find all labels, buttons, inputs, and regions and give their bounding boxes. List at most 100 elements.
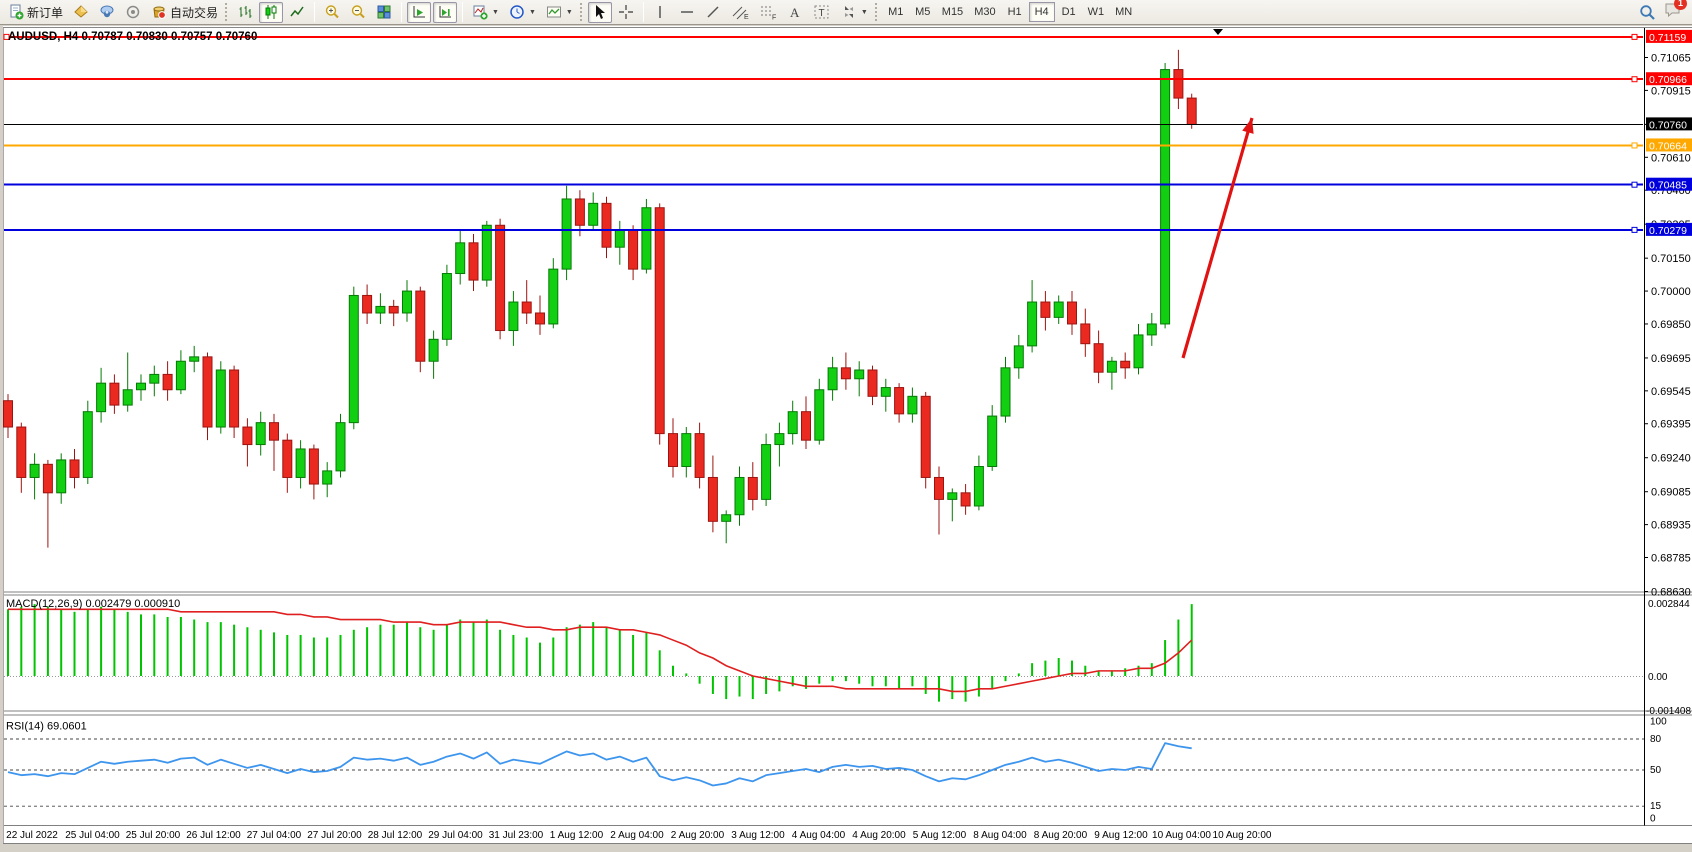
timeframe-button-D1[interactable]: D1 xyxy=(1061,6,1076,18)
price-tick-label: 0.69240 xyxy=(1651,453,1691,465)
toolbar-drag-handle[interactable] xyxy=(225,3,228,21)
auto-scroll-button[interactable] xyxy=(407,1,432,23)
horizontal-line-icon xyxy=(680,11,693,13)
candle xyxy=(1067,301,1077,325)
timeframe-button-M5[interactable]: M5 xyxy=(915,6,931,18)
price-tick-label: 0.69395 xyxy=(1651,419,1691,431)
cursor-button[interactable] xyxy=(587,1,612,23)
periods-button[interactable]: ▼ xyxy=(505,2,540,23)
equidistant-channel-button[interactable]: E xyxy=(727,2,753,23)
new-order-label: 新订单 xyxy=(27,5,64,20)
candle xyxy=(322,470,333,485)
text-label-icon: T xyxy=(814,5,829,19)
periods-caret-icon: ▼ xyxy=(528,8,536,16)
candle xyxy=(1000,367,1011,417)
notifications-button[interactable]: 1 xyxy=(1664,0,1687,23)
text-label-button[interactable]: T xyxy=(809,2,835,23)
vertical-line-button[interactable] xyxy=(649,2,673,23)
candle xyxy=(654,207,665,435)
time-axis-label: 10 Aug 04:00 xyxy=(1152,830,1211,841)
equidistant-channel-icon: E xyxy=(732,6,749,20)
timeframe-button-MN[interactable]: MN xyxy=(1115,6,1133,18)
crosshair-button[interactable] xyxy=(614,2,638,23)
time-axis-label: 25 Jul 04:00 xyxy=(65,830,120,841)
candle xyxy=(694,433,705,478)
toolbar-drag-handle-3[interactable] xyxy=(874,3,878,21)
pivot-line-orange-anchor[interactable] xyxy=(1631,142,1638,149)
resistance-line-1-left-anchor[interactable] xyxy=(3,33,10,40)
new-order-icon xyxy=(10,4,24,20)
candle xyxy=(721,514,732,522)
templates-button[interactable]: ▼ xyxy=(542,2,577,23)
auto-scroll-icon xyxy=(413,6,426,18)
fibonacci-button[interactable]: F xyxy=(755,2,781,23)
notification-count-badge: 1 xyxy=(1674,0,1687,10)
indicators-button[interactable]: ▼ xyxy=(468,2,503,23)
periods-clock-icon xyxy=(510,5,524,19)
chart-shift-button[interactable] xyxy=(433,1,458,23)
resistance-line-1-price-badge xyxy=(1646,29,1692,43)
text-button[interactable]: A xyxy=(783,2,807,23)
candle xyxy=(641,207,652,270)
svg-text:E: E xyxy=(744,14,749,20)
horizontal-line-button[interactable] xyxy=(675,2,699,23)
candle xyxy=(894,387,905,415)
zoom-in-icon xyxy=(325,5,339,19)
signals-button[interactable] xyxy=(121,2,145,23)
rsi-scale-label: 80 xyxy=(1650,734,1662,745)
rsi-scale-label: 50 xyxy=(1650,765,1662,776)
timeframe-button-W1[interactable]: W1 xyxy=(1087,6,1105,18)
candle xyxy=(548,268,559,325)
timeframe-button-H1[interactable]: H1 xyxy=(1007,6,1022,18)
window-edge-bottom xyxy=(0,843,1692,847)
candle xyxy=(747,476,758,500)
autotrading-button[interactable]: 自动交易 xyxy=(147,2,222,23)
support-line-2-anchor[interactable] xyxy=(1631,226,1638,233)
timeframe-button-M1[interactable]: M1 xyxy=(888,6,904,18)
candle xyxy=(415,290,426,362)
candle xyxy=(56,459,67,494)
candle xyxy=(269,422,279,441)
price-tick-label: 0.70610 xyxy=(1651,152,1691,164)
time-axis-label: 4 Aug 04:00 xyxy=(792,830,846,841)
community-button[interactable] xyxy=(95,2,119,23)
arrows-tool-button[interactable]: ▼ xyxy=(837,2,872,23)
line-chart-button[interactable] xyxy=(285,2,309,23)
candlestick-chart-button[interactable] xyxy=(259,1,284,23)
trend-arrow-annotation[interactable] xyxy=(1181,117,1254,359)
resistance-line-1-price-badge-label: 0.71159 xyxy=(1649,32,1686,44)
trendline-button[interactable] xyxy=(701,2,725,23)
search-icon[interactable] xyxy=(1639,4,1656,21)
bar-chart-button[interactable] xyxy=(233,2,257,23)
resistance-line-1-anchor[interactable] xyxy=(1631,33,1638,40)
candle xyxy=(947,492,958,500)
toolbar-drag-handle-2[interactable] xyxy=(579,3,583,21)
metaeditor-button[interactable] xyxy=(69,2,93,23)
time-axis-label: 5 Aug 12:00 xyxy=(913,830,967,841)
timeframe-button-M30[interactable]: M30 xyxy=(974,6,996,18)
chart-canvas[interactable]: 0.710650.709150.707600.706100.704600.703… xyxy=(0,26,1692,847)
new-order-button[interactable]: 新订单 xyxy=(4,2,67,23)
rsi-scale-label: 15 xyxy=(1650,801,1662,812)
tile-windows-button[interactable] xyxy=(372,2,396,23)
price-tick-label: 0.71065 xyxy=(1651,53,1691,65)
candle xyxy=(588,202,599,226)
timeframe-button-M15[interactable]: M15 xyxy=(941,6,964,18)
signals-icon xyxy=(126,5,140,19)
templates-caret-icon: ▼ xyxy=(565,8,573,16)
support-line-1-anchor[interactable] xyxy=(1631,181,1638,188)
candle xyxy=(614,229,625,248)
chart-shift-marker[interactable] xyxy=(1213,29,1223,35)
support-line-1-price-badge xyxy=(1646,177,1692,191)
candle xyxy=(787,411,798,435)
candle xyxy=(189,356,200,362)
rsi-scale-label: 100 xyxy=(1650,716,1667,727)
zoom-out-button[interactable] xyxy=(346,2,370,23)
arrows-tool-icon xyxy=(844,6,853,18)
zoom-in-button[interactable] xyxy=(320,2,344,23)
candle xyxy=(920,395,931,478)
candle xyxy=(1013,345,1024,369)
svg-text:T: T xyxy=(818,8,824,19)
timeframe-button-H4[interactable]: H4 xyxy=(1028,2,1055,22)
resistance-line-2-anchor[interactable] xyxy=(1631,76,1638,83)
